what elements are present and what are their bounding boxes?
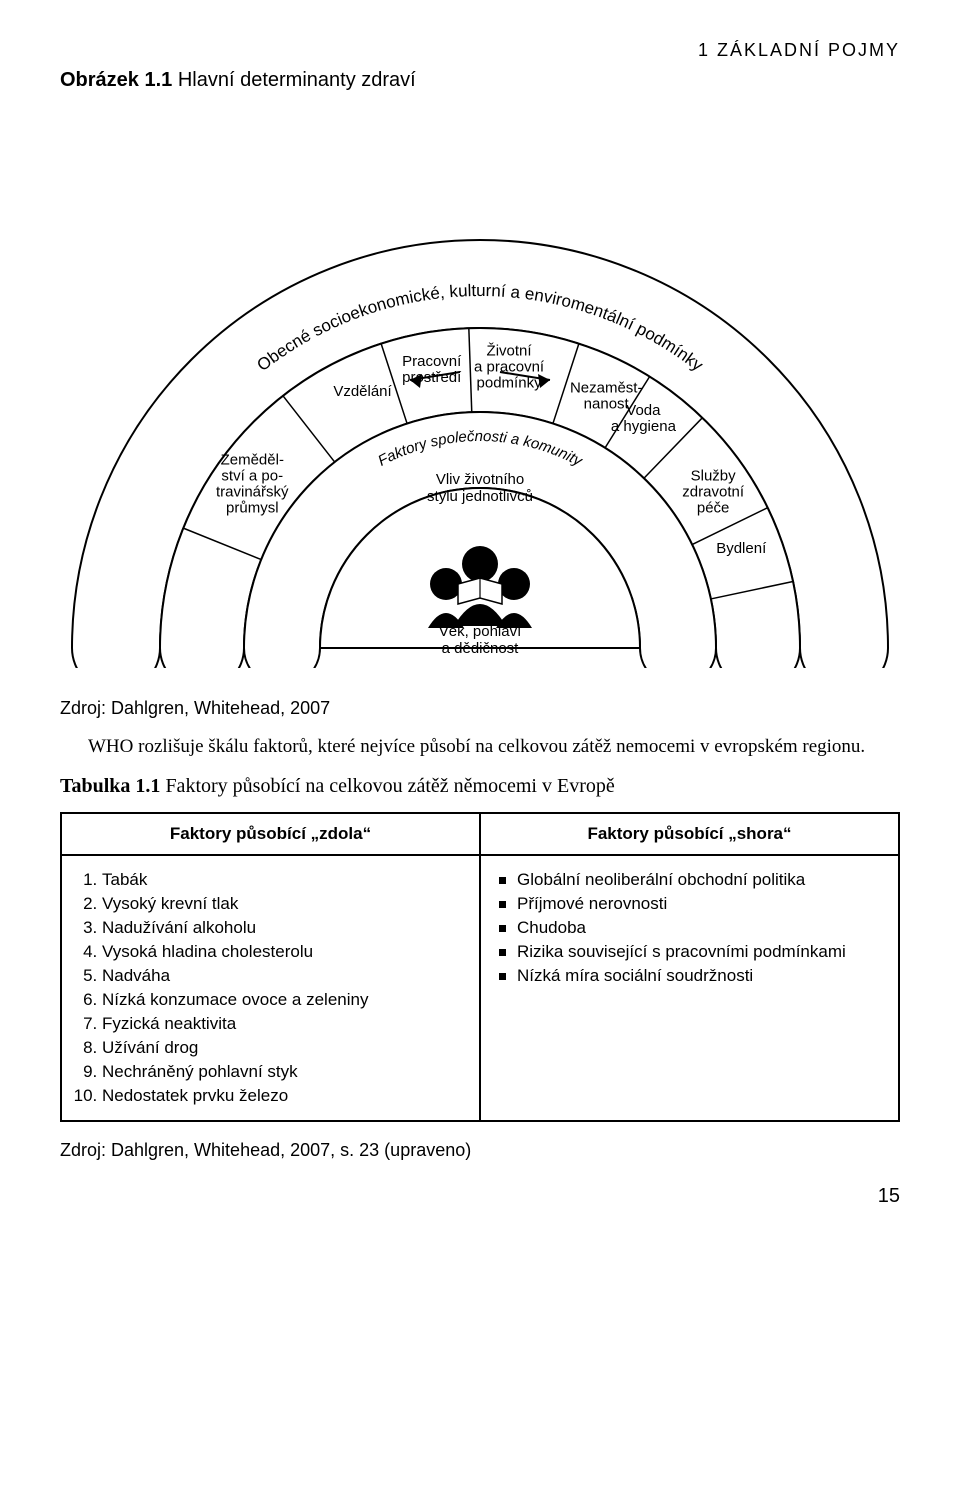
list-item: Nízká konzumace ovoce a zeleniny [102,988,461,1012]
figure-title-text: Hlavní determinanty zdraví [172,69,415,91]
svg-text:Bydlení: Bydlení [716,540,767,557]
list-item: Nechráněný pohlavní styk [102,1060,461,1084]
list-item: Rizika související s pracovními podmínka… [499,940,880,964]
list-item: Nedostatek prvku železo [102,1084,461,1108]
right-cell: Globální neoliberální obchodní politikaP… [480,855,899,1121]
determinants-diagram: Obecné socioekonomické, kulturní a envir… [60,108,900,668]
svg-text:Zeměděl-ství a po-travinářskýp: Zeměděl-ství a po-travinářskýprůmysl [216,452,289,517]
col-header-right: Faktory působící „shora“ [480,813,899,855]
factors-table: Faktory působící „zdola“ Faktory působíc… [60,812,900,1122]
body-paragraph: WHO rozlišuje škálu faktorů, které nejví… [60,733,900,761]
list-item: Chudoba [499,916,880,940]
svg-text:Pracovníprostředí: Pracovníprostředí [402,353,462,386]
table-title-text: Faktory působící na celkovou zátěž němoc… [160,775,614,797]
list-item: Globální neoliberální obchodní politika [499,868,880,892]
svg-text:Vliv životníhostylu jednotlivc: Vliv životníhostylu jednotlivců [427,471,533,505]
page-number: 15 [60,1185,900,1208]
figure-label: Obrázek 1.1 [60,69,172,91]
table-title: Tabulka 1.1 Faktory působící na celkovou… [60,775,900,798]
figure-title: Obrázek 1.1 Hlavní determinanty zdraví [60,69,900,92]
list-item: Nadváha [102,964,461,988]
list-item: Vysoká hladina cholesterolu [102,940,461,964]
list-item: Příjmové nerovnosti [499,892,880,916]
list-item: Fyzická neaktivita [102,1012,461,1036]
svg-text:Věk, pohlavía dědičnost: Věk, pohlavía dědičnost [439,623,522,657]
list-item: Nízká míra sociální soudržnosti [499,964,880,988]
table-source: Zdroj: Dahlgren, Whitehead, 2007, s. 23 … [60,1140,900,1161]
left-cell: TabákVysoký krevní tlakNadužívání alkoho… [61,855,480,1121]
list-item: Užívání drog [102,1036,461,1060]
list-item: Tabák [102,868,461,892]
table-label: Tabulka 1.1 [60,775,160,797]
figure-source: Zdroj: Dahlgren, Whitehead, 2007 [60,698,900,719]
col-header-left: Faktory působící „zdola“ [61,813,480,855]
list-item: Vysoký krevní tlak [102,892,461,916]
section-header: 1 ZÁKLADNÍ POJMY [60,40,900,61]
zdola-list: TabákVysoký krevní tlakNadužívání alkoho… [80,868,461,1108]
svg-text:Vzdělání: Vzdělání [333,383,392,400]
list-item: Nadužívání alkoholu [102,916,461,940]
shora-list: Globální neoliberální obchodní politikaP… [499,868,880,988]
